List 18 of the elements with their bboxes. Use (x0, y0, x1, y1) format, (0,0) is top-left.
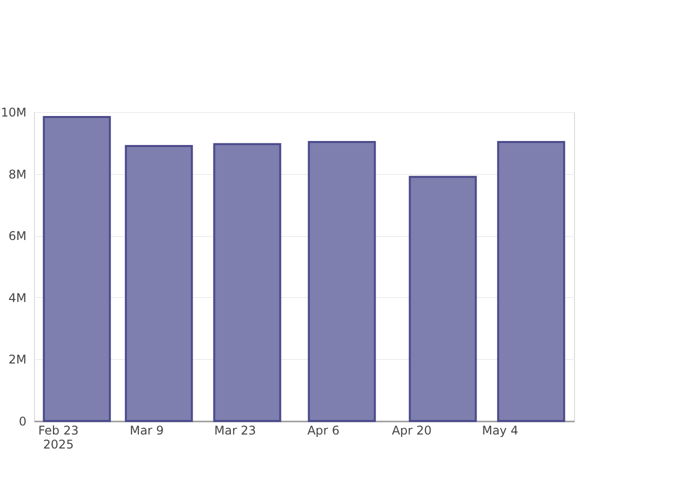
y-tick-label: 4M (8, 290, 26, 305)
bar (124, 144, 193, 422)
y-tick-label: 8M (8, 167, 26, 182)
y-tick-label: 10M (0, 106, 26, 120)
x-tick-label: May 4 (482, 424, 518, 438)
bar (497, 140, 566, 422)
bar (408, 176, 477, 422)
x-tick-label: Feb 23 2025 (38, 424, 79, 452)
bar (308, 140, 376, 422)
y-tick-label: 6M (8, 229, 26, 244)
y-tick-label: 0 (18, 414, 26, 428)
bar (213, 143, 282, 422)
x-tick-label: Apr 6 (307, 424, 340, 438)
bar (42, 116, 111, 422)
x-tick-label: Mar 9 (130, 424, 164, 438)
x-tick-label: Apr 20 (392, 424, 432, 438)
x-tick-label: Mar 23 (214, 424, 256, 438)
y-tick-label: 2M (8, 352, 26, 367)
